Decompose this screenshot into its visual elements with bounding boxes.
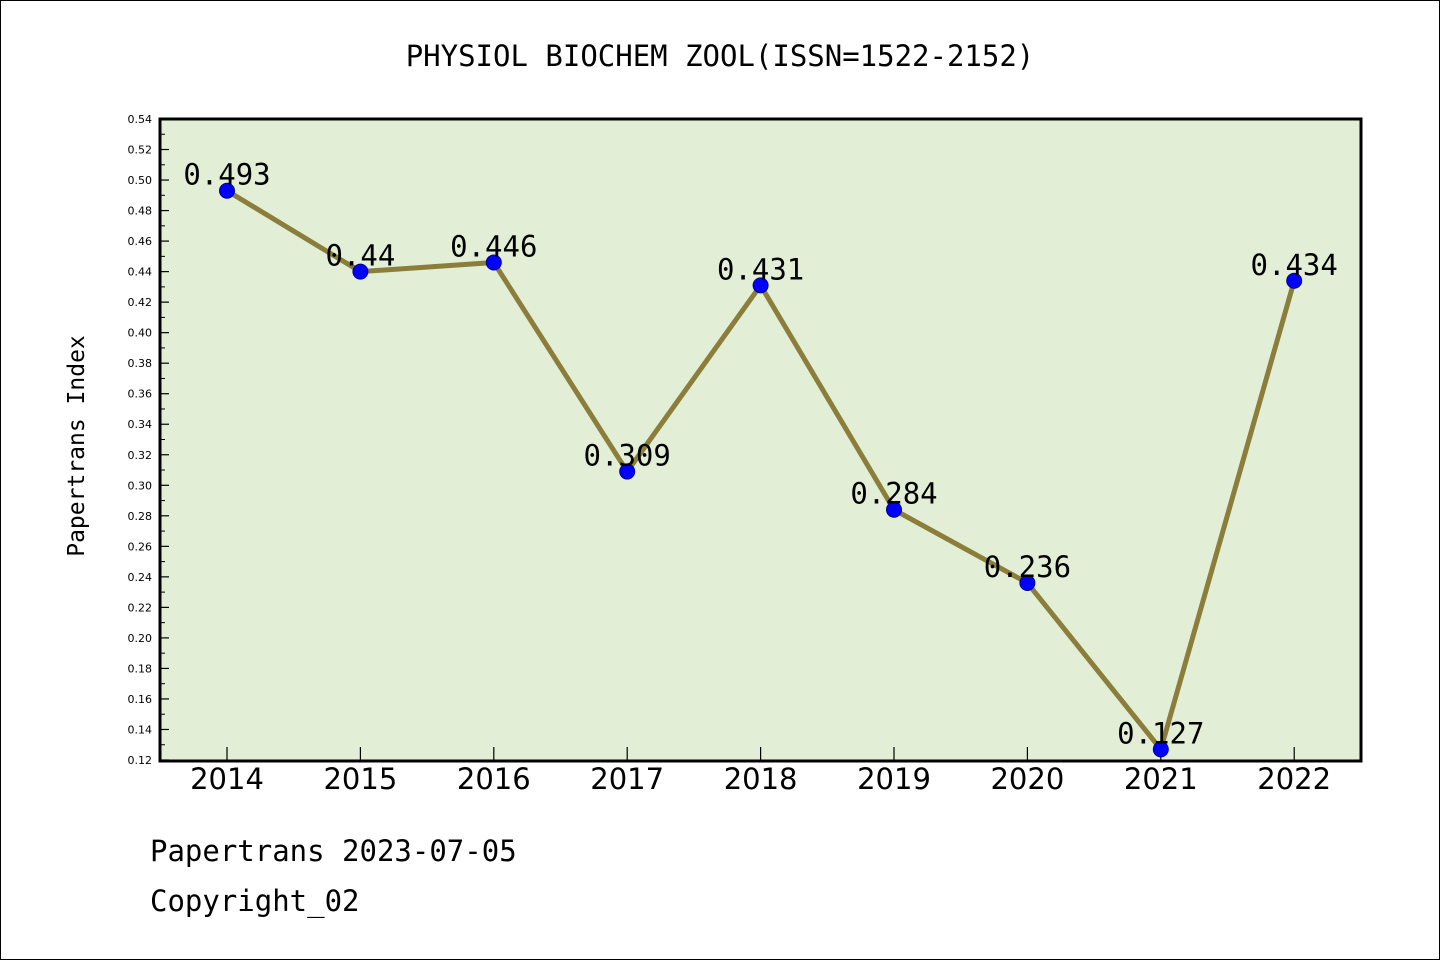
y-tick-label: 0.54 [128, 113, 153, 126]
x-tick-label: 2022 [1257, 762, 1331, 796]
x-tick-label: 2017 [590, 762, 664, 796]
data-label: 0.44 [325, 239, 395, 273]
data-label: 0.431 [717, 252, 804, 286]
x-tick-label: 2018 [724, 762, 798, 796]
data-label: 0.434 [1251, 248, 1338, 282]
plot-area [158, 117, 1363, 763]
data-point-marker [1152, 741, 1169, 758]
y-tick-label: 0.50 [128, 174, 153, 187]
data-label: 0.493 [183, 158, 270, 192]
x-tick-label: 2014 [190, 762, 264, 796]
y-tick-label: 0.22 [128, 601, 153, 614]
x-tick-label: 2016 [457, 762, 531, 796]
data-point-marker [1019, 574, 1036, 591]
series-line-group [219, 182, 1303, 758]
y-tick-label: 0.32 [128, 449, 153, 462]
y-tick-label: 0.28 [128, 510, 153, 523]
y-tick-label: 0.42 [128, 296, 153, 309]
y-tick-label: 0.18 [128, 662, 153, 675]
y-tick-label: 0.26 [128, 540, 153, 553]
data-label: 0.284 [850, 477, 937, 511]
y-tick-label: 0.14 [128, 723, 153, 736]
y-tick-label: 0.38 [128, 357, 153, 370]
x-tick-label: 2019 [857, 762, 931, 796]
y-axis-ticks: 0.12 0.14 0.16 0.18 0.20 0.22 0.24 0.26 0.28 0.30… [128, 113, 169, 767]
y-tick-label: 0.30 [128, 479, 153, 492]
y-tick-label: 0.52 [128, 144, 153, 157]
y-tick-label: 0.12 [128, 754, 153, 767]
y-tick-label: 0.24 [128, 571, 153, 584]
x-axis-ticks: 2014 2015 2016 2017 2018 2019 2020 2021 2022 [190, 747, 1331, 796]
x-tick-label: 2021 [1124, 762, 1198, 796]
data-point-marker [485, 254, 502, 271]
data-point-marker [752, 277, 769, 294]
y-tick-label: 0.46 [128, 235, 153, 248]
y-tick-label: 0.34 [128, 418, 153, 431]
data-point-marker [886, 501, 902, 518]
y-tick-label: 0.48 [128, 205, 153, 218]
y-tick-label: 0.44 [128, 266, 153, 279]
y-tick-label: 0.16 [128, 693, 153, 706]
data-point-marker [619, 463, 636, 480]
x-tick-label: 2015 [323, 762, 397, 796]
footer-copyright: Copyright_02 [150, 884, 360, 918]
x-tick-label: 2020 [990, 762, 1064, 796]
data-point-marker [352, 263, 369, 280]
data-labels: 0.493 0.44 0.446 0.309 0.431 0.284 0.236 0.127 0… [183, 158, 1338, 751]
y-tick-label: 0.36 [128, 388, 153, 401]
y-tick-label: 0.40 [128, 327, 153, 340]
y-axis-label: Papertrans Index [64, 335, 90, 557]
data-point-marker [1286, 272, 1303, 289]
data-label: 0.236 [984, 550, 1071, 584]
data-point-marker [219, 182, 235, 199]
chart-title: PHYSIOL BIOCHEM ZOOL(ISSN=1522-2152) [406, 39, 1035, 73]
footer-date: Papertrans 2023-07-05 [150, 834, 517, 868]
data-label: 0.127 [1117, 716, 1204, 750]
data-label: 0.309 [584, 439, 671, 473]
data-label: 0.446 [450, 229, 537, 263]
y-tick-label: 0.20 [128, 632, 153, 645]
